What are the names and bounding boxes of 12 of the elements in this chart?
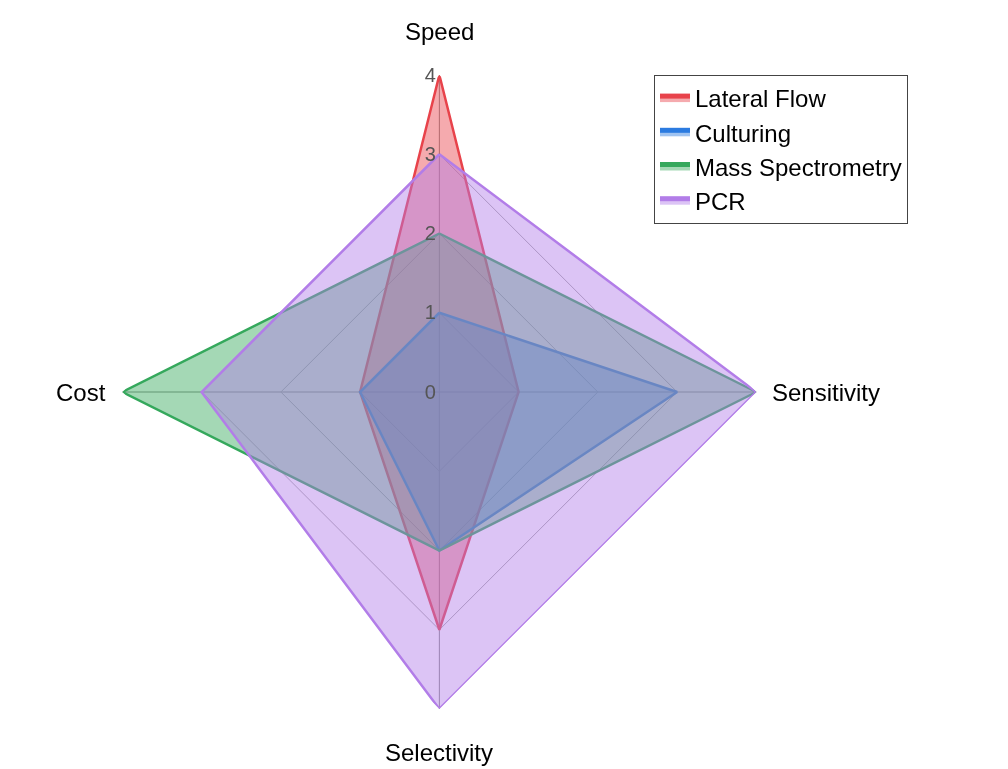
y-tick-label: 3: [424, 142, 436, 165]
spoke-label: Cost: [56, 379, 106, 406]
spoke-label: Speed: [405, 18, 475, 45]
spoke-label: Sensitivity: [772, 379, 881, 406]
y-tick-label: 4: [424, 63, 436, 86]
y-tick-label: 0: [424, 380, 436, 403]
legend-label: PCR: [695, 188, 746, 216]
legend-label: Mass Spectrometry: [695, 153, 902, 181]
y-tick-label: 1: [424, 301, 436, 324]
legend-label: Culturing: [695, 119, 792, 147]
legend-label: Lateral Flow: [695, 85, 827, 113]
spoke-label: Selectivity: [385, 739, 494, 766]
